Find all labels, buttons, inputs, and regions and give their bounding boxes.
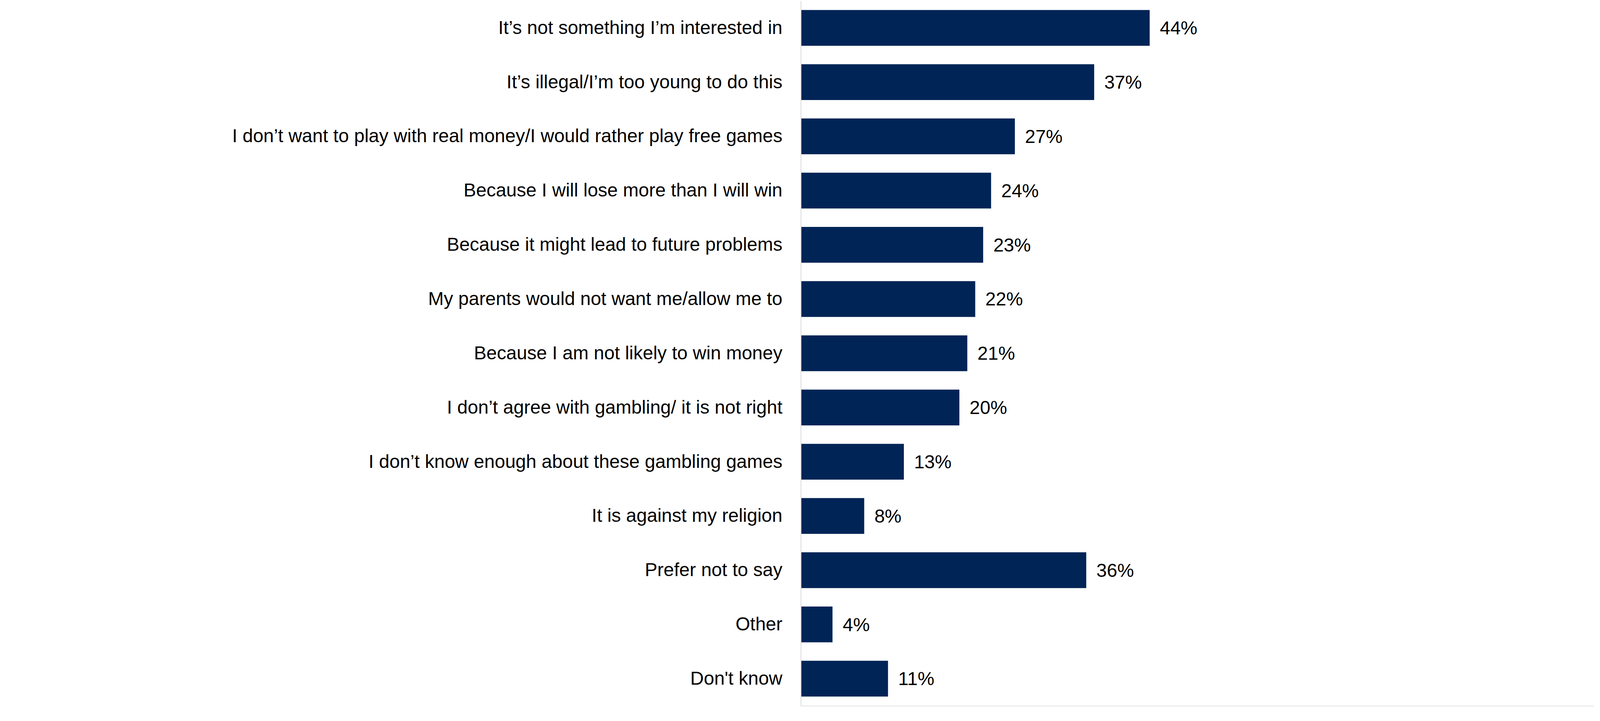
tick-label: Because it might lead to future problems [446, 233, 783, 255]
tick-label: Other [735, 613, 783, 635]
bar [800, 606, 833, 643]
chart: It’s not something I’m interested in It’s… [0, 0, 1600, 721]
y-axis: It’s not something I’m interested in It’s… [232, 1, 801, 707]
tick-label: My parents would not want me/allow me to [428, 288, 783, 309]
y-axis-line [800, 1, 802, 707]
tick-label: It’s not something I’m interested in [498, 17, 783, 38]
bar [800, 443, 904, 480]
bars [800, 10, 1150, 697]
tick: Don't know [690, 667, 783, 689]
data-label: 44% [1159, 17, 1198, 39]
tick-label: Prefer not to say [644, 559, 783, 581]
tick-label: I don’t know enough about these gambling… [368, 451, 783, 472]
tick: I don’t know enough about these gambling… [368, 451, 783, 472]
tick-label: It’s illegal/I’m too young to do this [506, 71, 783, 93]
x-axis [801, 705, 1595, 707]
data-label: 8% [874, 505, 902, 527]
tick: Because I am not likely to win money [473, 342, 783, 364]
tick: I don’t want to play with real money/I w… [232, 125, 783, 147]
data-label: 21% [977, 342, 1015, 364]
bar [800, 335, 968, 372]
bar [800, 172, 992, 209]
data-label: 4% [842, 614, 870, 636]
tick: It is against my religion [591, 505, 783, 526]
tick-label: I don’t agree with gambling/ it is not r… [446, 396, 783, 418]
bar [800, 10, 1150, 47]
data-label: 36% [1096, 560, 1134, 581]
bar [800, 660, 888, 697]
tick: My parents would not want me/allow me to [428, 288, 783, 309]
x-axis-line [801, 705, 1595, 707]
bar [800, 552, 1087, 589]
tick-label: Because I will lose more than I will win [463, 179, 783, 201]
tick-label: Because I am not likely to win money [473, 342, 783, 364]
data-label: 27% [1025, 126, 1063, 147]
data-label: 20% [969, 397, 1008, 418]
tick: It’s illegal/I’m too young to do this [506, 71, 783, 93]
bar [800, 498, 865, 534]
bar [800, 281, 976, 318]
data-label: 37% [1104, 71, 1142, 93]
tick: Other [735, 613, 783, 635]
data-label: 13% [914, 451, 952, 473]
tick: I don’t agree with gambling/ it is not r… [446, 396, 783, 418]
bar [800, 389, 960, 426]
data-label: 23% [993, 234, 1031, 256]
data-label: 11% [898, 668, 935, 690]
tick: Prefer not to say [644, 559, 783, 581]
tick: Because I will lose more than I will win [463, 179, 783, 201]
tick-label: Don't know [690, 667, 783, 689]
data-labels: 44% 37% 27% 24% 23% 22% 21% 20% 13% 8% 36% 4% 11% [842, 17, 1198, 690]
tick-label: It is against my religion [591, 505, 783, 526]
plot: It’s not something I’m interested in It’s… [232, 1, 1594, 707]
bar [800, 226, 984, 263]
bar [800, 64, 1095, 100]
data-label: 24% [1001, 180, 1039, 202]
tick-label: I don’t want to play with real money/I w… [232, 125, 783, 147]
data-label: 22% [985, 288, 1024, 310]
bar [800, 118, 1015, 155]
tick: Because it might lead to future problems [446, 233, 783, 255]
tick: It’s not something I’m interested in [498, 17, 783, 38]
